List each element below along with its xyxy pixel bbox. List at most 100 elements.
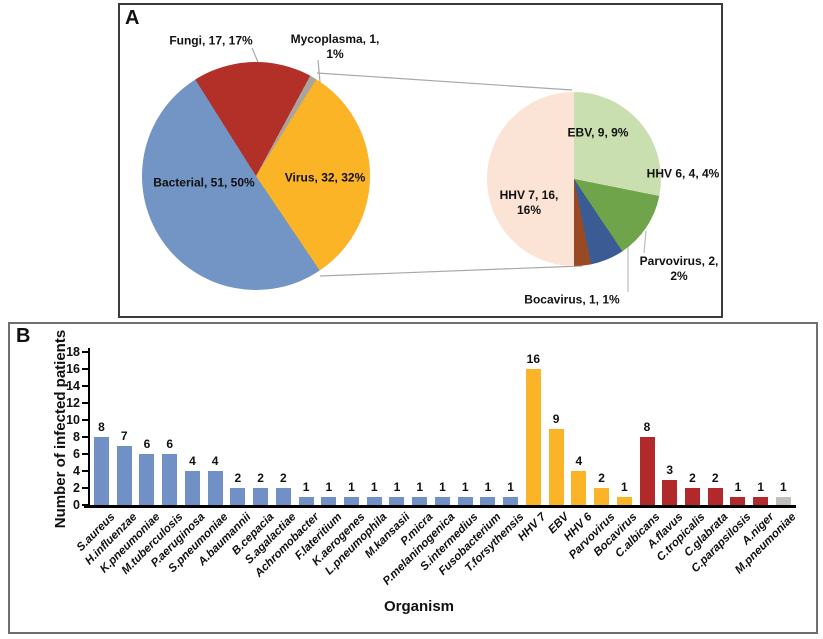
bar-F.lateritium <box>321 496 337 505</box>
pie-callout-lines <box>251 47 647 292</box>
bar-chart-plot: Number of infected patients 0 2 4 6 8 10 12 14 1… <box>10 324 816 632</box>
bar-P.aeruginosa <box>184 471 200 505</box>
bar-value-label: 1 <box>348 479 355 494</box>
bar-value-label: 2 <box>689 471 696 485</box>
bar-M.pneumoniae <box>775 496 791 505</box>
pie-label-hhv7: HHV 7, 16, 16% <box>499 188 559 217</box>
bar-S.agalactiae <box>275 488 291 505</box>
bar-value-label: 1 <box>757 479 764 494</box>
bar-value-label: 16 <box>526 352 541 366</box>
bar-B.cepacia <box>253 488 269 505</box>
bar-value-label: 1 <box>370 479 378 494</box>
bar-L.pneumophila <box>366 496 382 505</box>
bar-value-label: 3 <box>666 462 674 477</box>
bar-K.pneumoniae <box>139 454 155 505</box>
bar-A.flavus <box>662 479 678 505</box>
bar-value-label: 4 <box>575 454 583 468</box>
pie-label-bocavirus: Bocavirus, 1, 1% <box>524 292 620 307</box>
bar-value-label: 1 <box>507 479 514 494</box>
bar-value-label: 2 <box>257 471 264 485</box>
y-tick-mark <box>82 504 88 506</box>
pie-label-bacterial: Bacterial, 51, 50% <box>153 175 255 190</box>
bar-value-label: 9 <box>552 411 560 426</box>
bar-Parvovirus <box>594 488 610 505</box>
bar-value-label: 1 <box>484 479 492 494</box>
bar-C.albicans <box>639 437 655 505</box>
bar-P.melaninogenica <box>434 496 450 505</box>
y-tick-label: 10 <box>66 413 80 427</box>
y-tick-label: 2 <box>73 481 80 495</box>
bar-value-label: 4 <box>211 454 219 468</box>
y-tick-mark <box>82 385 88 387</box>
y-tick-mark <box>82 402 88 404</box>
pie-label-mycoplasma: Mycoplasma, 1, 1% <box>290 32 380 61</box>
y-tick-label: 0 <box>73 498 80 512</box>
bar-value-label: 6 <box>143 437 151 451</box>
bar-value-label: 1 <box>393 479 401 494</box>
bar-S.aureus <box>94 437 109 505</box>
bar-Achromobacter <box>298 496 314 505</box>
panel-a-label: A <box>125 7 140 29</box>
panel-a-pie-charts: A Fungi, 17, 17% Mycoplasma, 1, 1% Bacte… <box>118 3 723 318</box>
y-tick-label: 18 <box>66 345 80 359</box>
panel-b-label: B <box>16 325 31 347</box>
bar-T.forsythensis <box>503 496 519 505</box>
y-tick-mark <box>82 487 88 489</box>
y-tick-label: 12 <box>66 396 80 410</box>
bar-value-label: 1 <box>325 479 333 494</box>
bar-M.kansasii <box>389 496 405 505</box>
panel-b-bar-chart: B Number of infected patients 0 2 4 6 8 10 12 1… <box>8 322 818 634</box>
y-tick-label: 4 <box>73 464 80 478</box>
y-tick-mark <box>82 419 88 421</box>
bar-value-label: 1 <box>461 479 469 494</box>
bar-EBV <box>548 428 564 505</box>
bar-value-label: 1 <box>734 479 742 494</box>
bar-S.intermedius <box>457 496 473 505</box>
y-tick-label: 6 <box>73 447 80 461</box>
bar-A.niger <box>753 496 769 505</box>
bar-Bocavirus <box>616 496 632 505</box>
bar-value-label: 2 <box>711 471 719 485</box>
y-tick-label: 8 <box>73 430 80 444</box>
y-tick-mark <box>82 470 88 472</box>
y-tick-mark <box>82 436 88 438</box>
bar-value-label: 1 <box>620 479 628 494</box>
bar-C.glabrata <box>707 488 723 505</box>
bar-M.tuberculosis <box>162 454 178 505</box>
bar-P.micra <box>412 496 428 505</box>
bar-value-label: 1 <box>302 479 310 494</box>
bar-value-label: 6 <box>166 437 174 451</box>
y-tick-mark <box>82 351 88 353</box>
bar-value-label: 7 <box>120 428 128 443</box>
x-axis-line <box>84 505 796 508</box>
bar-K.aerogenes <box>344 496 360 505</box>
bar-value-label: 1 <box>780 479 787 494</box>
pie-label-fungi: Fungi, 17, 17% <box>169 33 253 48</box>
bar-HHV 7 <box>525 369 541 505</box>
y-tick-label: 14 <box>66 379 80 393</box>
bar-value-label: 2 <box>598 471 605 485</box>
pie-label-parvovirus: Parvovirus, 2, 2% <box>639 254 719 283</box>
bar-value-label: 1 <box>439 479 446 494</box>
bar-value-label: 1 <box>416 479 424 494</box>
bar-value-label: 2 <box>279 471 287 485</box>
bar-value-label: 2 <box>234 471 242 485</box>
y-tick-mark <box>82 368 88 370</box>
bar-S.pneumoniae <box>207 471 223 505</box>
virus-breakdown-pie <box>487 92 661 266</box>
y-tick-mark <box>82 453 88 455</box>
pie-label-hhv6: HHV 6, 4, 4% <box>646 166 720 181</box>
bar-C.parapsilosis <box>730 496 746 505</box>
bar-H.influenzae <box>116 445 132 505</box>
bar-C.tropicalis <box>684 488 700 505</box>
x-axis-title: Organism <box>383 598 455 615</box>
bar-value-label: 4 <box>189 454 196 468</box>
bar-HHV 6 <box>571 471 587 505</box>
bar-Fusobacterium <box>480 496 496 505</box>
bar-value-label: 8 <box>643 420 651 434</box>
bar-value-label: 8 <box>98 420 105 434</box>
pie-label-virus: Virus, 32, 32% <box>284 170 366 185</box>
organism-type-pie <box>142 62 370 290</box>
y-tick-label: 16 <box>66 362 80 376</box>
